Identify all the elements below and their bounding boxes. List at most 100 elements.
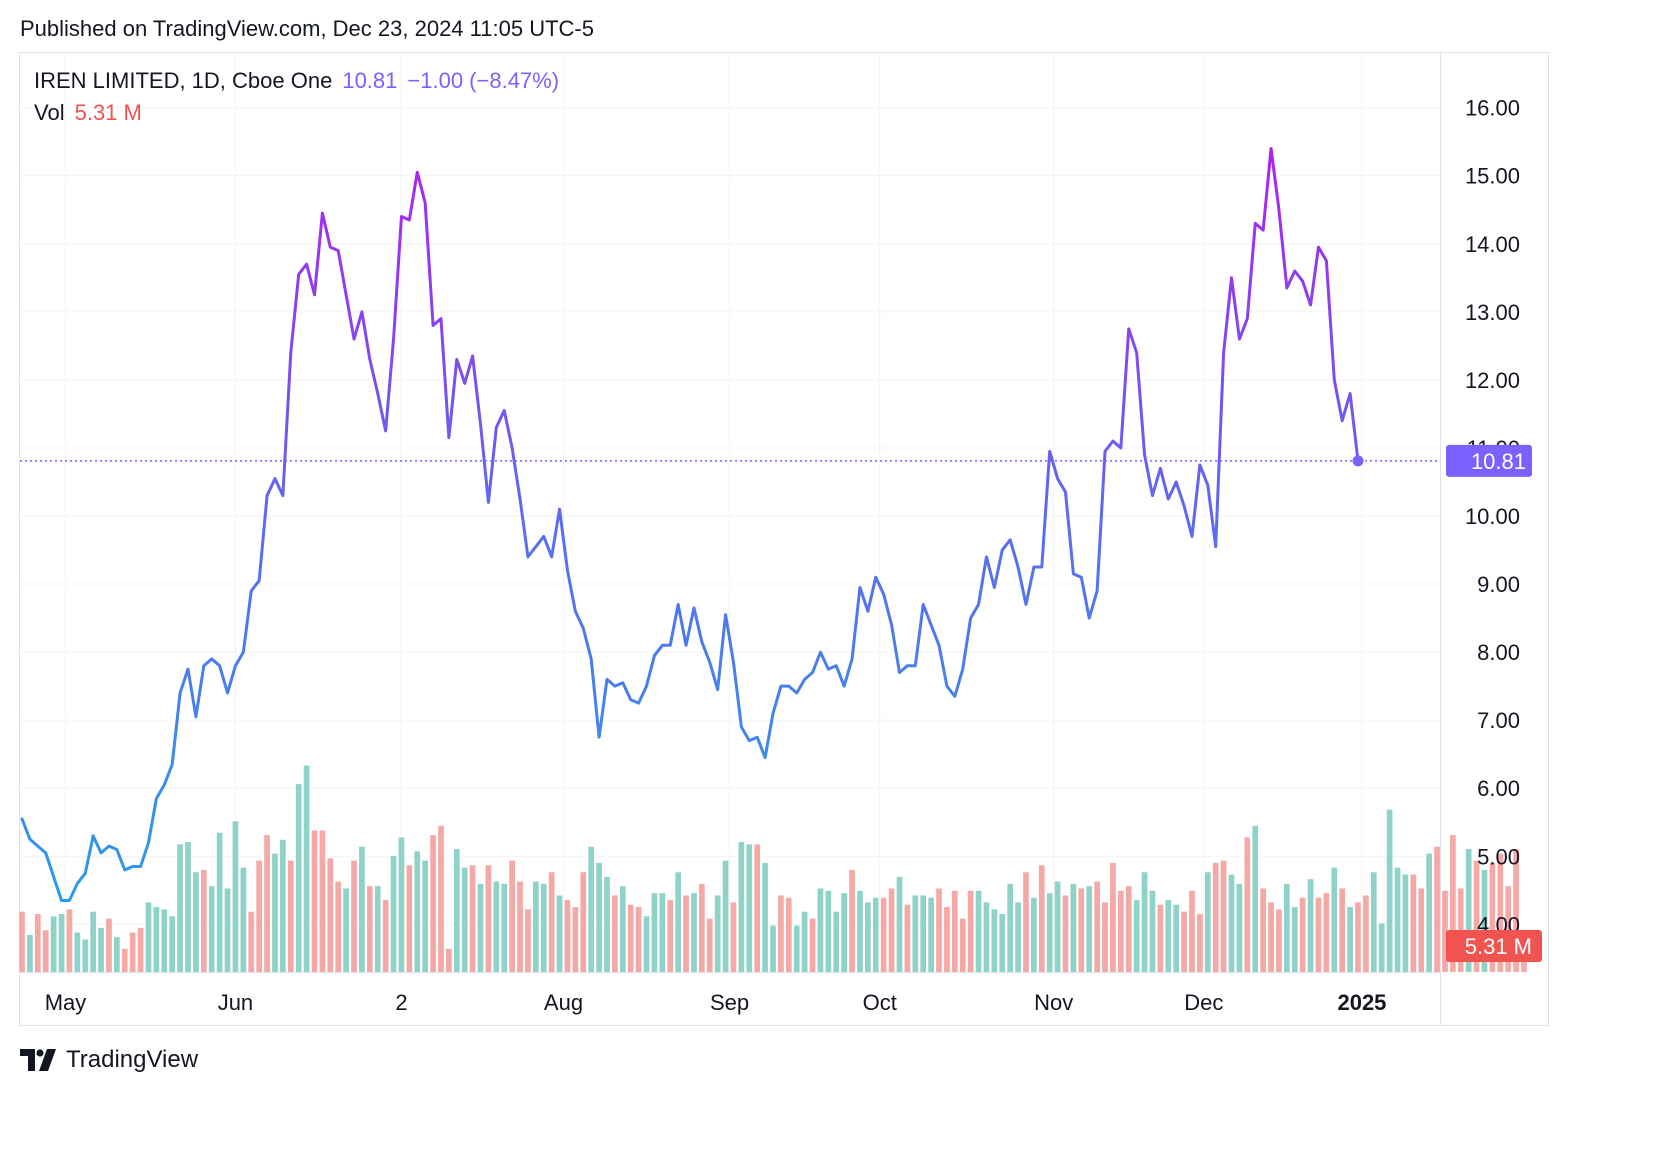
- volume-bar: [1007, 883, 1014, 972]
- volume-bar: [264, 835, 270, 972]
- volume-bar: [928, 897, 934, 972]
- volume-bar: [1252, 825, 1259, 972]
- footer[interactable]: TradingView: [20, 1046, 198, 1074]
- volume-bar: [343, 888, 349, 972]
- volume-bar: [153, 907, 160, 972]
- volume-bar: [1133, 900, 1140, 972]
- volume-bar: [27, 934, 33, 972]
- tradingview-brand: TradingView: [66, 1046, 199, 1073]
- volume-bar: [1046, 893, 1053, 972]
- volume-bar: [501, 883, 508, 972]
- volume-bar: [1418, 888, 1425, 972]
- volume-bar: [1291, 907, 1298, 972]
- volume-bar: [493, 881, 500, 972]
- volume-bar: [533, 881, 539, 972]
- volume-bar: [738, 842, 745, 972]
- volume-bar: [193, 872, 199, 972]
- volume-bar: [564, 900, 571, 972]
- volume-bar: [398, 837, 405, 972]
- volume-bar: [801, 911, 808, 972]
- volume-bar: [1086, 886, 1093, 972]
- volume-bar: [1149, 890, 1156, 972]
- volume-bar: [366, 886, 373, 972]
- volume-bar: [817, 888, 824, 972]
- volume-bar: [1394, 867, 1401, 972]
- volume-bar: [683, 895, 689, 972]
- volume-bar: [1442, 890, 1448, 972]
- volume-bar: [754, 844, 761, 972]
- volume-bar: [904, 904, 911, 972]
- volume-bar: [311, 830, 318, 972]
- volume-bar: [114, 937, 120, 972]
- volume-label: Vol: [34, 100, 65, 125]
- volume-bar: [90, 911, 96, 972]
- y-tick-label: 9.00: [1477, 572, 1520, 597]
- volume-bar: [82, 939, 89, 972]
- volume-bar: [540, 883, 547, 972]
- volume-bar: [272, 853, 278, 972]
- volume-bar: [651, 893, 658, 972]
- volume-bar: [1038, 865, 1045, 972]
- volume-bar: [1347, 907, 1353, 972]
- y-tick-label: 16.00: [1465, 96, 1520, 121]
- volume-bar: [1070, 883, 1077, 972]
- volume-bar: [1402, 874, 1409, 972]
- y-tick-label: 15.00: [1465, 164, 1520, 189]
- volume-bar: [857, 890, 863, 972]
- x-tick-label: Jun: [218, 990, 253, 1015]
- volume-bar: [177, 844, 183, 972]
- volume-bar: [841, 893, 847, 972]
- volume-bar: [580, 872, 587, 972]
- volume-bar: [1117, 890, 1124, 972]
- volume-bar: [572, 907, 579, 972]
- volume-bar: [659, 893, 666, 972]
- price-chart[interactable]: 16.0015.0014.0013.0012.0011.0010.009.008…: [0, 0, 1660, 1030]
- volume-bar: [825, 890, 832, 972]
- volume-bar: [722, 860, 729, 972]
- volume-bar: [185, 842, 191, 972]
- volume-bar: [34, 914, 41, 972]
- x-tick-label: Aug: [544, 990, 583, 1015]
- grid-lines: [20, 52, 1441, 1026]
- volume-bar: [643, 916, 650, 972]
- volume-bar: [121, 948, 128, 972]
- legend-symbol-row: IREN LIMITED, 1D, Cboe One 10.81 −1.00 (−8…: [34, 68, 559, 94]
- volume-bar: [1363, 895, 1369, 972]
- y-tick-label: 13.00: [1465, 300, 1520, 325]
- volume-bar: [525, 909, 531, 972]
- volume-bar: [1307, 879, 1314, 972]
- volume-bar: [619, 886, 626, 972]
- legend-volume-row: Vol 5.31 M: [34, 100, 142, 126]
- volume-bar: [1125, 886, 1132, 972]
- volume-bar: [1276, 909, 1282, 972]
- volume-bar: [1197, 914, 1203, 972]
- x-tick-label: Oct: [863, 990, 897, 1015]
- volume-bar: [303, 765, 310, 972]
- volume-bar: [746, 844, 753, 972]
- volume-badge: [1446, 930, 1542, 962]
- x-tick-label: 2: [395, 990, 407, 1015]
- volume-bar: [208, 886, 215, 972]
- published-caption: Published on TradingView.com, Dec 23, 20…: [20, 16, 594, 41]
- x-tick-label: Sep: [710, 990, 749, 1015]
- volume-bar: [627, 904, 634, 972]
- volume-bar: [58, 914, 65, 972]
- volume-bar: [1489, 862, 1496, 972]
- volume-bar: [50, 916, 57, 972]
- volume-bar: [98, 927, 104, 972]
- volume-bar: [1102, 902, 1108, 972]
- volume-bar: [888, 888, 895, 972]
- chart-frame[interactable]: [19, 52, 1549, 1026]
- volume-bar: [382, 900, 389, 972]
- volume-bar: [1260, 888, 1266, 972]
- volume-bar: [319, 830, 326, 972]
- volume-bar: [1339, 888, 1346, 972]
- volume-bar: [216, 832, 223, 972]
- volume-bar: [1054, 881, 1061, 972]
- symbol-label: IREN LIMITED, 1D, Cboe One: [34, 68, 333, 93]
- last-price-badge-label: 10.81: [1471, 449, 1526, 474]
- last-price-dot: [1352, 455, 1364, 467]
- volume-bar: [1015, 902, 1021, 972]
- volume-bar: [1173, 904, 1180, 972]
- volume-bar: [1236, 883, 1243, 972]
